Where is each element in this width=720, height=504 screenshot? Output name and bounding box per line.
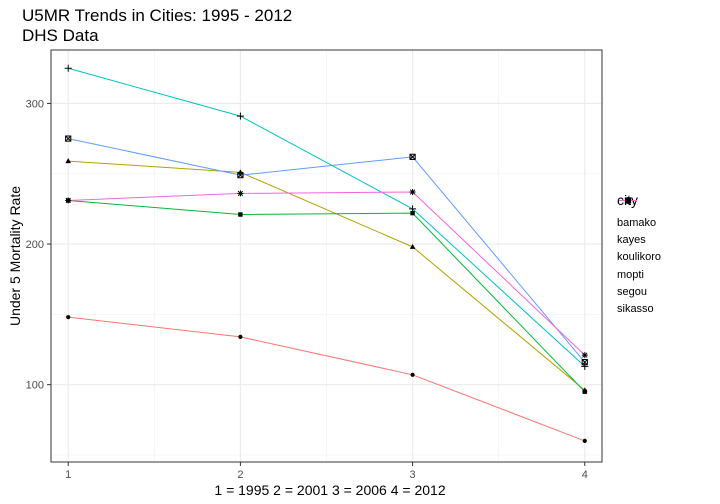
data-point-koulikoro xyxy=(238,212,243,217)
legend-label: mopti xyxy=(617,268,644,281)
y-tick-label: 200 xyxy=(26,239,44,251)
plot-panel-border xyxy=(50,49,603,463)
legend-label: segou xyxy=(617,285,647,298)
data-point-sikasso xyxy=(237,190,244,197)
data-point-segou xyxy=(65,135,72,142)
data-point-segou xyxy=(409,153,416,160)
x-tick-label: 3 xyxy=(410,469,416,481)
data-point-koulikoro xyxy=(582,389,587,394)
y-axis-label: Under 5 Mortality Rate xyxy=(7,186,23,326)
chart-title: U5MR Trends in Cities: 1995 - 2012 xyxy=(22,6,293,25)
data-point-segou xyxy=(237,172,244,179)
legend-item-bamako: bamako xyxy=(617,198,661,231)
data-point-sikasso xyxy=(409,189,416,196)
y-tick-label: 100 xyxy=(26,380,44,392)
axis-ticks: 1 2 3 4 100 200 300 xyxy=(26,98,588,481)
chart-title-block: U5MR Trends in Cities: 1995 - 2012 DHS D… xyxy=(22,6,292,46)
data-point-bamako xyxy=(582,438,587,444)
series-line-bamako xyxy=(68,316,585,442)
series-line-mopti xyxy=(68,67,586,367)
data-point-koulikoro xyxy=(410,210,415,216)
series-lines xyxy=(68,67,586,442)
data-point-segou xyxy=(581,359,588,366)
legend: city bamakokayeskoulikoromoptisegousikas… xyxy=(617,192,661,318)
series-points xyxy=(64,64,589,444)
y-tick-label: 300 xyxy=(26,98,44,110)
series-line-sikasso xyxy=(68,191,586,356)
legend-item-koulikoro: koulikoro xyxy=(617,198,662,266)
data-point-kayes xyxy=(65,158,72,164)
legend-item-mopti: mopti xyxy=(617,197,661,283)
legend-items: bamako kayes koulikoro mopti segou sikasso xyxy=(617,197,662,318)
chart-subtitle: DHS Data xyxy=(22,26,99,45)
data-point-bamako xyxy=(238,334,243,339)
x-tick-label: 4 xyxy=(582,469,588,481)
series-line-segou xyxy=(68,138,586,363)
data-point-mopti xyxy=(236,112,244,120)
legend-label: kayes xyxy=(617,233,646,246)
legend-marker-sikasso xyxy=(625,197,631,204)
legend-item-kayes: kayes xyxy=(617,197,661,248)
data-point-mopti xyxy=(409,205,417,213)
legend-item-sikasso: sikasso xyxy=(617,197,661,317)
data-point-mopti xyxy=(581,362,589,370)
x-axis-year-key: 1 = 1995 2 = 2001 3 = 2006 4 = 2012 xyxy=(214,482,446,498)
data-point-bamako xyxy=(410,372,415,377)
legend-key-sikasso xyxy=(619,197,637,204)
legend-item-segou: segou xyxy=(617,197,661,300)
legend-label: bamako xyxy=(617,216,657,229)
x-tick-label: 2 xyxy=(237,469,243,481)
legend-label: sikasso xyxy=(617,303,654,316)
data-point-sikasso xyxy=(581,352,588,359)
legend-label: koulikoro xyxy=(617,251,662,264)
data-point-bamako xyxy=(66,315,71,320)
series-line-kayes xyxy=(68,160,586,391)
series-line-koulikoro xyxy=(68,199,586,393)
data-point-kayes xyxy=(409,243,416,249)
data-point-mopti xyxy=(64,64,72,72)
data-point-sikasso xyxy=(65,197,72,204)
x-tick-label: 1 xyxy=(65,469,71,481)
